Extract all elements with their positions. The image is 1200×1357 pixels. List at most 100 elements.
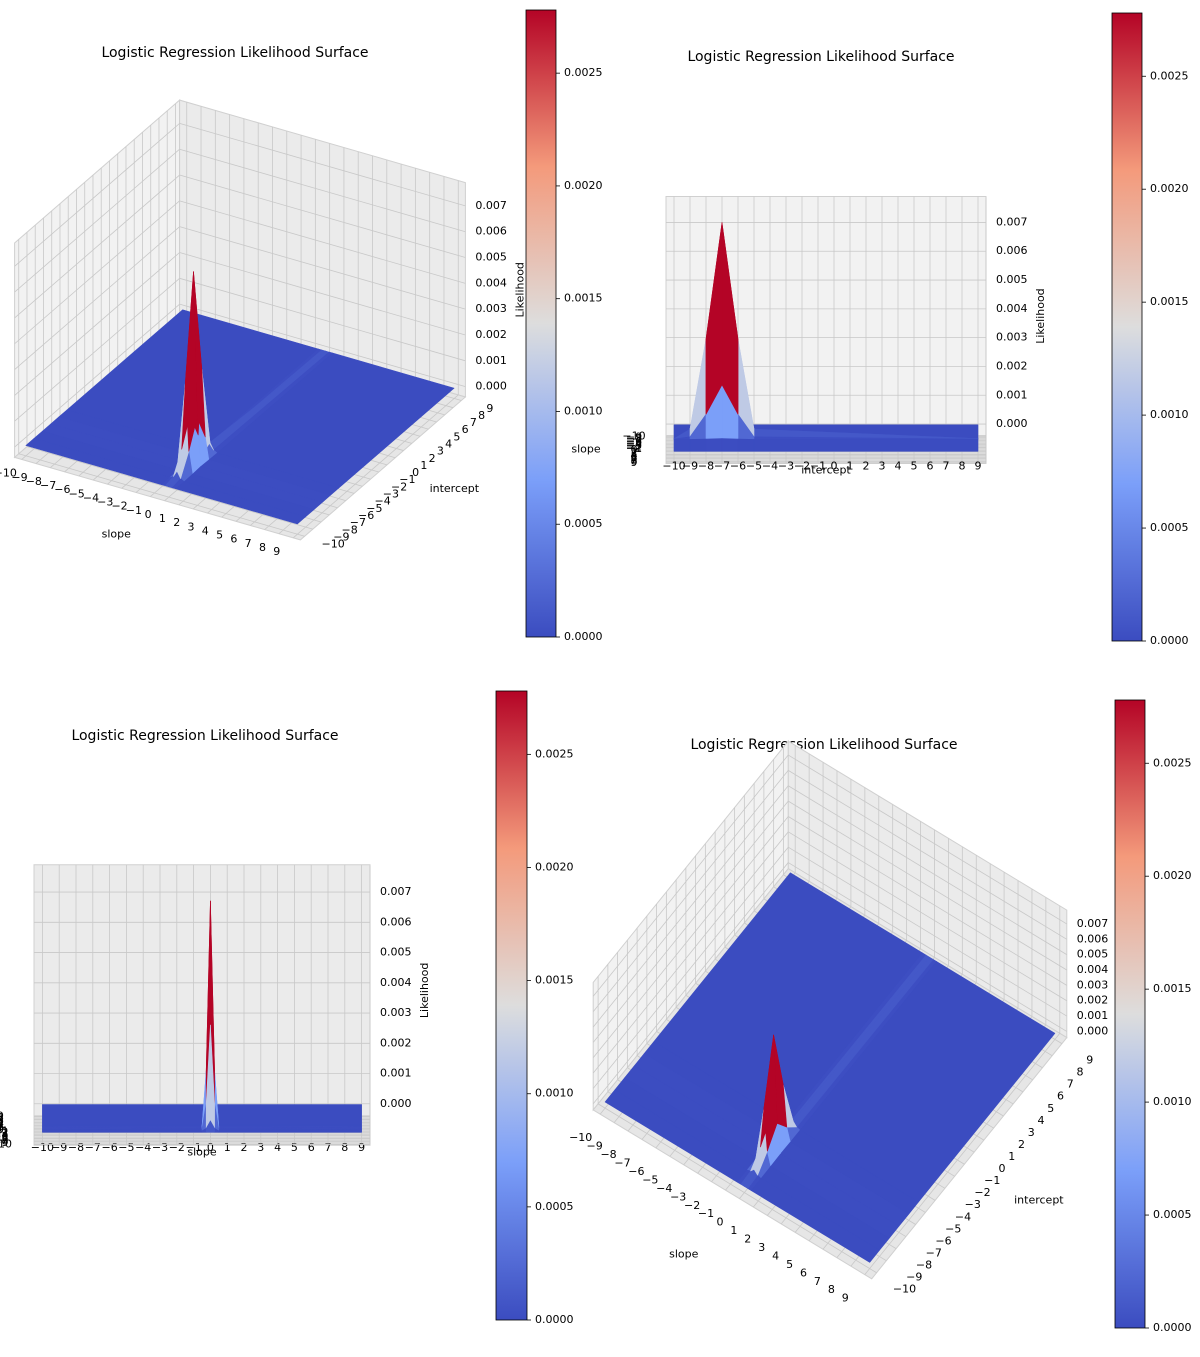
x-tick-label: 5: [291, 1141, 298, 1154]
x-tick-label: 3: [257, 1141, 264, 1154]
z-tick-label: 0.002: [475, 328, 507, 341]
grid-line: [179, 200, 466, 284]
colorbar-tick-label: 0.0005: [535, 1200, 574, 1213]
colorbar-tick-label: 0.0020: [1150, 182, 1189, 195]
y-axis-label: intercept: [430, 482, 480, 495]
z-tick-label: 0.000: [475, 380, 507, 393]
x-tick-label: −1: [626, 442, 642, 455]
x-tick-label: −4: [656, 1182, 672, 1195]
surface-patch: [185, 271, 198, 452]
colorbar-tick-label: 0.0020: [1153, 869, 1192, 882]
x-tick-label: −8: [626, 432, 642, 445]
x-tick-label: −7: [614, 1157, 630, 1170]
y-tick-label: −7: [926, 1246, 942, 1259]
x-tick-label: 2: [744, 1233, 751, 1246]
grid-line: [788, 785, 1067, 955]
y-tick-label: 0: [0, 1123, 4, 1136]
y-tick-label: 7: [0, 1113, 4, 1126]
y-tick-label: −2: [794, 459, 810, 472]
x-tick-label: 0: [207, 1141, 214, 1154]
y-tick-label: 3: [0, 1118, 4, 1131]
z-tick-label: 0.001: [996, 388, 1028, 401]
grid-line: [179, 303, 466, 388]
y-tick-label: −9: [906, 1271, 922, 1284]
grid-line: [592, 846, 789, 1089]
grid-line: [179, 148, 466, 233]
grid-line: [14, 200, 180, 345]
z-tick-label: 0.006: [1077, 932, 1109, 945]
y-tick-label: 5: [1047, 1102, 1054, 1115]
grid-line: [292, 394, 459, 539]
x-tick-label: −7: [40, 479, 56, 492]
y-tick-label: 5: [911, 459, 918, 472]
y-tick-label: 7: [470, 416, 477, 429]
y-tick-label: −10: [0, 1137, 12, 1150]
z-tick-label: 0.006: [380, 915, 412, 928]
y-tick-label: −2: [974, 1186, 990, 1199]
colorbar-tick-label: 0.0000: [1150, 634, 1189, 647]
y-tick-label: −8: [698, 459, 714, 472]
surface-patch: [210, 1120, 215, 1133]
colorbar-tick-label: 0.0020: [535, 860, 574, 873]
z-tick-label: 0.003: [996, 331, 1028, 344]
y-tick-label: −9: [0, 1136, 9, 1149]
grid-line: [788, 831, 1067, 1002]
x-tick-label: 6: [230, 533, 237, 546]
x-tick-label: 0: [716, 1216, 723, 1229]
colorbar-tick-label: 0.0000: [1153, 1321, 1192, 1334]
chart-title: Logistic Regression Likelihood Surface: [71, 728, 338, 744]
x-tick-label: 1: [159, 512, 166, 525]
x-tick-label: 1: [730, 1224, 737, 1237]
grid-line: [592, 800, 789, 1043]
x-tick-label: −9: [587, 1140, 603, 1153]
colorbar-tick-label: 0.0015: [535, 974, 574, 987]
x-tick-label: 6: [308, 1141, 315, 1154]
colorbar-tick-label: 0.0000: [535, 1313, 574, 1326]
x-axis-label: slope: [102, 527, 131, 540]
y-tick-label: 9: [486, 402, 493, 415]
grid-line: [592, 831, 789, 1074]
grid-line: [592, 816, 789, 1058]
x-tick-label: 7: [325, 1141, 332, 1154]
z-tick-label: 0.004: [475, 276, 507, 289]
z-tick-label: 0.004: [380, 976, 412, 989]
colorbar-tick-label: 0.0015: [1153, 982, 1192, 995]
y-tick-label: −2: [0, 1126, 9, 1139]
x-axis-label: slope: [187, 1145, 216, 1158]
x-tick-label: −1: [698, 1207, 714, 1220]
y-tick-label: 8: [1076, 1066, 1083, 1079]
y-tick-label: 1: [420, 459, 427, 472]
x-tick-label: −2: [626, 440, 642, 453]
y-tick-label: −9: [333, 530, 349, 543]
colorbar-tick-label: 0.0010: [535, 1087, 574, 1100]
x-tick-label: 2: [631, 446, 638, 459]
y-tick-label: 3: [437, 445, 444, 458]
x-tick-label: 7: [631, 453, 638, 466]
x-tick-label: −4: [83, 491, 99, 504]
x-tick-label: −3: [670, 1190, 686, 1203]
grid-line: [179, 277, 466, 362]
y-tick-label: 7: [1067, 1078, 1074, 1091]
x-tick-label: −3: [626, 439, 642, 452]
colorbar-tick-label: 0.0025: [1150, 69, 1189, 82]
x-tick-label: 4: [631, 449, 638, 462]
z-tick-label: 0.005: [996, 273, 1028, 286]
x-tick-label: 6: [631, 452, 638, 465]
x-tick-label: 0: [631, 443, 638, 456]
x-tick-label: −4: [626, 438, 642, 451]
y-tick-label: −8: [0, 1135, 9, 1148]
z-tick-label: 0.003: [475, 302, 507, 315]
x-tick-label: 2: [241, 1141, 248, 1154]
grid-line: [14, 303, 180, 448]
y-tick-label: −3: [383, 488, 399, 501]
x-tick-label: 9: [631, 456, 638, 469]
y-tick-label: −7: [0, 1133, 9, 1146]
surface-patch: [753, 439, 979, 452]
y-tick-label: 9: [975, 459, 982, 472]
x-tick-label: −2: [684, 1199, 700, 1212]
x-tick-label: 5: [631, 450, 638, 463]
subplot: Logistic Regression Likelihood Surface −1…: [569, 699, 1192, 1334]
x-tick-label: 7: [814, 1275, 821, 1288]
y-tick-label: −5: [366, 502, 382, 515]
